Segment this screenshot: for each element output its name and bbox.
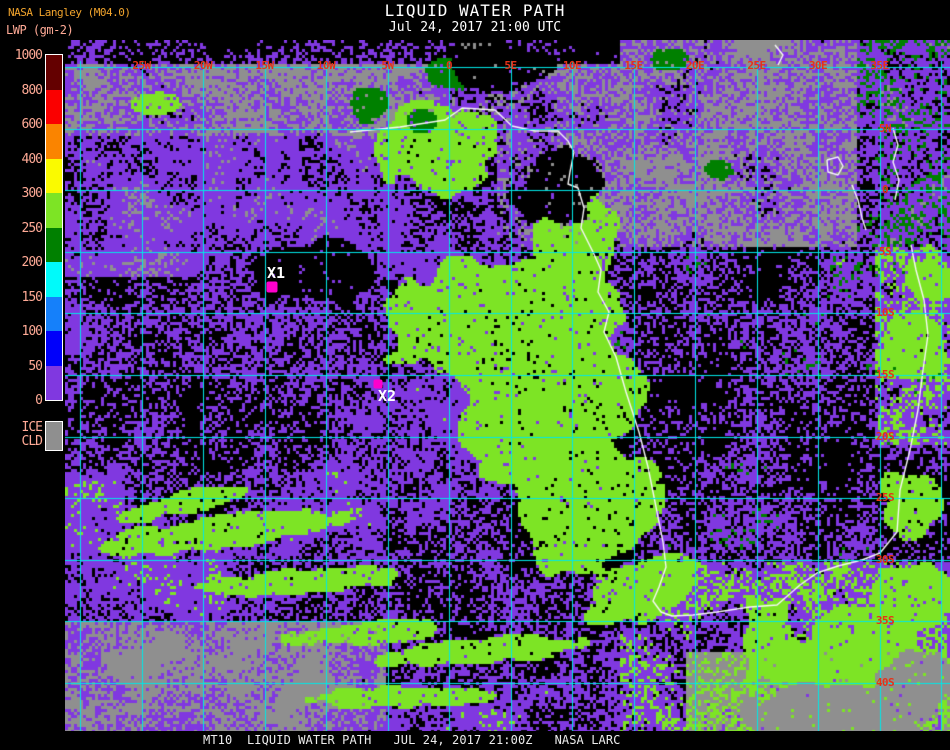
colorbar-segment xyxy=(46,262,62,297)
ice-cloud-label-line1: ICE xyxy=(21,420,43,435)
lwp-map-canvas xyxy=(65,40,950,731)
lon-label: 25E xyxy=(747,59,766,72)
marker-label-x2: X2 xyxy=(377,387,397,405)
colorbar-tick-label: 800 xyxy=(21,82,43,98)
lat-label: 35S xyxy=(875,614,895,628)
colorbar-segment xyxy=(46,296,62,331)
lon-label: 10W xyxy=(316,59,336,72)
lon-label: 35E xyxy=(870,59,889,72)
lon-label: 20E xyxy=(685,59,705,72)
colorbar-tick-label: 200 xyxy=(21,255,43,270)
product-units-label: LWP (gm-2) xyxy=(6,23,74,37)
footer-bar: MT10 LIQUID WATER PATH JUL 24, 2017 21:0… xyxy=(0,731,950,750)
lon-label: 5E xyxy=(504,59,517,72)
agency-label: NASA Langley (M04.0) xyxy=(8,6,131,19)
colorbar-segment xyxy=(46,227,62,262)
lon-label: 15E xyxy=(624,59,643,72)
lat-label: 10S xyxy=(875,306,895,320)
lat-label: 15S xyxy=(875,368,895,381)
lon-label: 5W xyxy=(381,59,394,72)
lon-label: 10E xyxy=(562,59,582,72)
lat-label: 20S xyxy=(875,429,895,443)
footer-text: MT10 LIQUID WATER PATH JUL 24, 2017 21:0… xyxy=(203,733,621,747)
colorbar-tick-label: 0 xyxy=(35,393,43,408)
colorbar-segment xyxy=(46,158,62,193)
lon-label: 30E xyxy=(808,59,828,72)
lat-label: 30S xyxy=(875,552,895,566)
colorbar-tick-label: 1000 xyxy=(14,48,43,63)
colorbar xyxy=(45,54,63,401)
ice-cloud-label-line2: CLD xyxy=(21,434,43,449)
colorbar-tick-label: 600 xyxy=(21,117,43,132)
page-subtitle: Jul 24, 2017 21:00 UTC xyxy=(388,20,562,35)
colorbar-tick-label: 100 xyxy=(21,324,43,339)
marker-label-x1: X1 xyxy=(266,264,286,282)
colorbar-segment xyxy=(46,331,62,366)
colorbar-segment xyxy=(46,365,62,400)
lat-label: 0 xyxy=(881,183,889,197)
lon-label: 0 xyxy=(445,59,453,72)
colorbar-tick-label: 300 xyxy=(21,186,43,201)
marker-dot-x2 xyxy=(373,379,383,389)
colorbar-tick-label: 50 xyxy=(28,358,43,374)
lat-label: 25S xyxy=(875,491,895,505)
colorbar-tick-label: 250 xyxy=(21,220,43,236)
lat-label: 5N xyxy=(878,121,892,135)
colorbar-segment xyxy=(46,193,62,228)
lat-label: 40S xyxy=(875,676,895,689)
colorbar-segment xyxy=(46,89,62,124)
colorbar-tick-label: 150 xyxy=(21,289,43,305)
colorbar-tick-label: 400 xyxy=(21,151,43,167)
lat-label: 5S xyxy=(878,244,892,258)
ice-cloud-swatch xyxy=(45,421,63,451)
colorbar-segment xyxy=(46,124,62,159)
lon-label: 15W xyxy=(255,59,274,72)
colorbar-segment xyxy=(46,55,62,90)
lon-label: 25W xyxy=(132,59,151,72)
marker-dot-x1 xyxy=(266,281,278,293)
page-title: LIQUID WATER PATH xyxy=(384,1,566,20)
lon-label: 20W xyxy=(193,59,213,72)
